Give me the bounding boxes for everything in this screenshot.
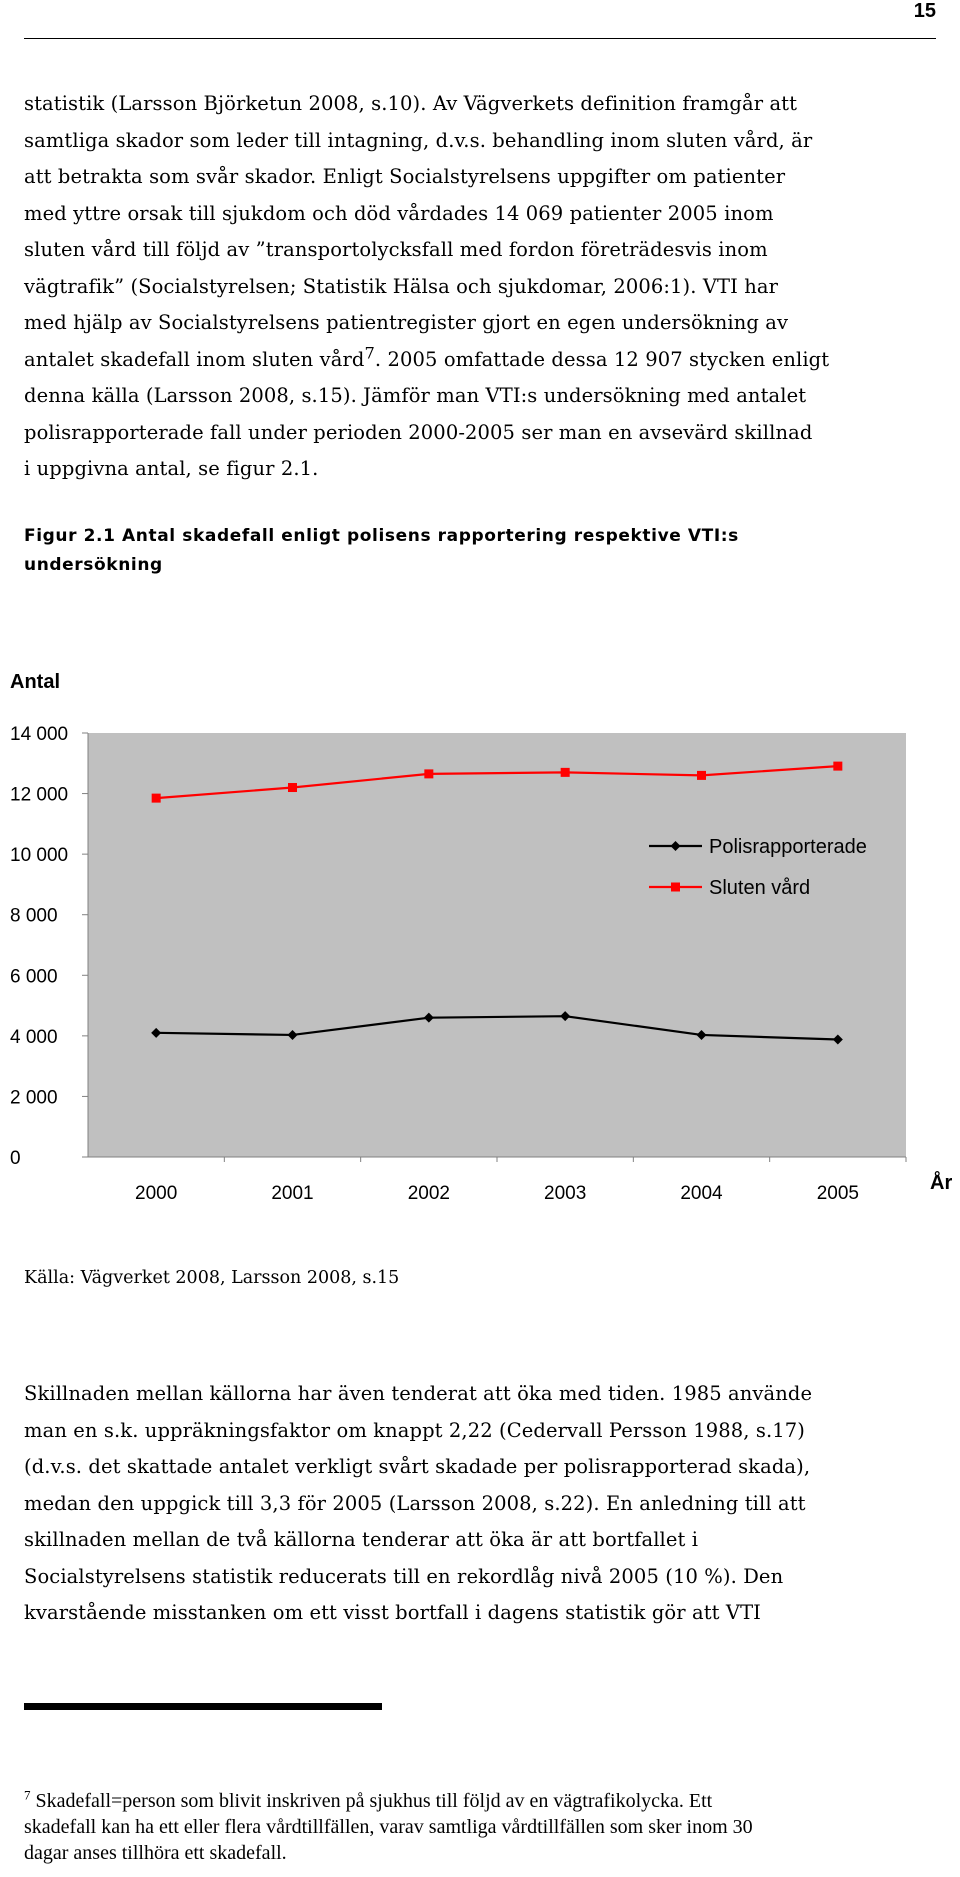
legend-label: Sluten vård: [709, 877, 810, 899]
figure-title: Figur 2.1 Antal skadefall enligt polisen…: [24, 522, 942, 580]
y-tick-label: 4 000: [10, 1027, 58, 1048]
data-point: [697, 770, 706, 780]
x-tick-label: 2000: [135, 1183, 177, 1204]
y-tick-label: 8 000: [10, 906, 58, 927]
text-line: Socialstyrelsens statistik reducerats ti…: [24, 1564, 784, 1588]
y-tick-label: 14 000: [10, 724, 68, 745]
y-axis-label: Antal: [10, 671, 60, 693]
text-line: med yttre orsak till sjukdom och död vår…: [24, 201, 774, 225]
figure-source: Källa: Vägverket 2008, Larsson 2008, s.1…: [24, 1268, 400, 1288]
text-line: man en s.k. uppräkningsfaktor om knappt …: [24, 1418, 806, 1442]
footnote-number: 7: [24, 1787, 31, 1803]
data-point: [832, 1034, 843, 1045]
x-tick-label: 2004: [680, 1183, 723, 1204]
x-tick-label: 2002: [408, 1183, 450, 1204]
figure-title-line: undersökning: [24, 555, 163, 575]
x-axis-label: År: [930, 1170, 952, 1194]
page-number: 15: [913, 0, 936, 22]
text-line: med hjälp av Socialstyrelsens patientreg…: [24, 311, 789, 334]
footnote-line: 7 Skadefall=person som blivit inskriven …: [24, 1788, 944, 1814]
text-line: antalet skadefall inom sluten vård7. 200…: [24, 342, 942, 379]
footnote-separator: [24, 1703, 382, 1710]
x-tick-label: 2001: [271, 1183, 313, 1204]
data-point: [151, 793, 161, 803]
y-tick-label: 12 000: [10, 785, 68, 806]
y-tick-label: 2 000: [10, 1087, 58, 1108]
text-fragment: . 2005 omfattade dessa 12 907 stycken en…: [374, 347, 830, 371]
data-point: [288, 783, 297, 793]
text-line: Skillnaden mellan källorna har även tend…: [24, 1382, 813, 1405]
text-line: kvarstående misstanken om ett visst bort…: [24, 1601, 761, 1624]
series-line: [156, 1015, 838, 1041]
paragraph-1: statistik (Larsson Björketun 2008, s.10)…: [24, 86, 942, 488]
text-line: sluten vård till följd av ”transportolyc…: [24, 238, 768, 261]
data-point: [560, 767, 570, 777]
data-point: [287, 1029, 298, 1040]
series-line: [156, 765, 838, 800]
figure-title-line: Figur 2.1 Antal skadefall enligt polisen…: [24, 526, 739, 546]
text-line: att betrakta som svår skador. Enligt Soc…: [24, 165, 786, 188]
data-point: [696, 1029, 707, 1040]
data-point: [833, 761, 843, 771]
plot-area: [88, 733, 906, 1157]
text-line: denna källa (Larsson 2008, s.15). Jämför…: [24, 384, 807, 407]
x-tick-label: 2005: [817, 1183, 859, 1204]
x-tick-label: 2003: [544, 1183, 586, 1204]
text-line: vägtrafik” (Socialstyrelsen; Statistik H…: [24, 274, 779, 298]
text-line: i uppgivna antal, se figur 2.1.: [24, 457, 319, 480]
footnote: 7 Skadefall=person som blivit inskriven …: [24, 1788, 944, 1866]
legend-label: Polisrapporterade: [709, 836, 867, 858]
footnote-line: skadefall kan ha ett eller flera vårdtil…: [24, 1816, 753, 1838]
data-point: [423, 1012, 434, 1023]
y-tick-label: 6 000: [10, 966, 58, 987]
text-line: (d.v.s. det skattade antalet verkligt sv…: [24, 1455, 811, 1478]
footnote-line: dagar anses tillhöra ett skadefall.: [24, 1842, 287, 1864]
y-tick-label: 10 000: [10, 845, 68, 866]
data-point: [424, 769, 434, 779]
text-line: polisrapporterade fall under perioden 20…: [24, 420, 813, 444]
text-line: medan den uppgick till 3,3 för 2005 (Lar…: [24, 1491, 806, 1515]
data-point: [560, 1011, 571, 1022]
header-rule: [24, 38, 936, 39]
text-line: samtliga skador som leder till intagning…: [24, 128, 813, 152]
footnote-ref[interactable]: 7: [364, 343, 375, 362]
text-fragment: antalet skadefall inom sluten vård: [24, 347, 365, 371]
legend-marker: [670, 841, 681, 851]
y-tick-label: 0: [10, 1148, 21, 1169]
paragraph-2: Skillnaden mellan källorna har även tend…: [24, 1376, 942, 1632]
data-point: [151, 1027, 162, 1038]
footnote-text: Skadefall=person som blivit inskriven på…: [30, 1790, 713, 1812]
text-line: statistik (Larsson Björketun 2008, s.10)…: [24, 92, 798, 115]
text-line: skillnaden mellan de två källorna tender…: [24, 1528, 699, 1551]
legend-marker: [671, 882, 680, 892]
